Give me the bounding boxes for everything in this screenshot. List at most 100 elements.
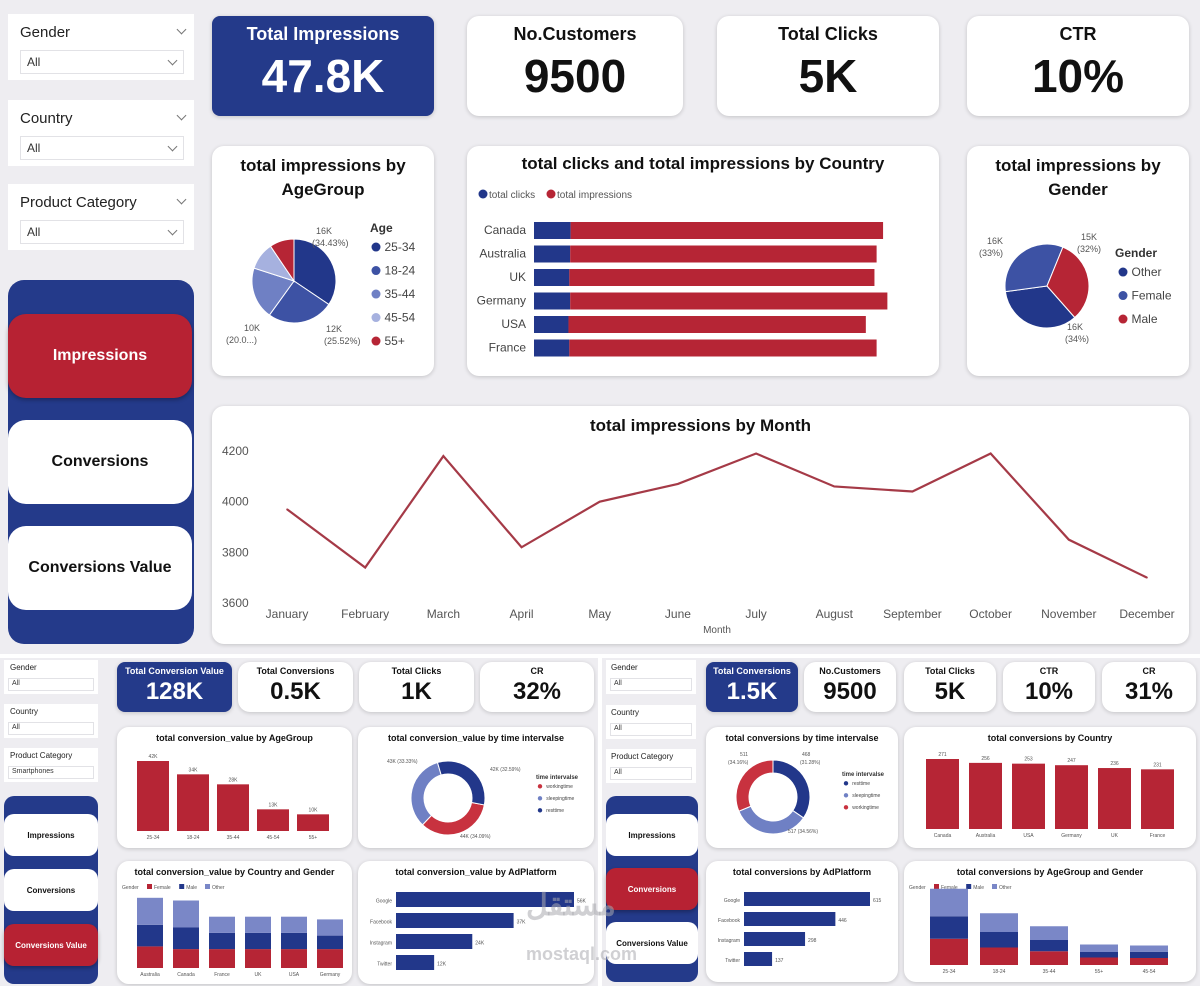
slicer-dropdown[interactable]: All [610,723,692,736]
product-category-slicer[interactable]: Product Category All [606,749,696,783]
slicer-dropdown[interactable]: All [20,50,184,74]
country-bar-card: total clicks and total impressions by Co… [467,146,939,376]
data-point [833,485,836,488]
page-nav: Impressions Conversions Conversions Valu… [8,280,194,644]
nav-impressions-button[interactable]: Impressions [4,814,98,856]
page-nav: Impressions Conversions Conversions Valu… [606,796,698,982]
chart-title: total conversions by AdPlatform [732,867,872,877]
slicer-dropdown[interactable]: All [8,722,94,735]
axis-tick-label: Australia [479,247,526,261]
legend-marker [371,313,381,323]
slicer-dropdown[interactable]: All [20,136,184,160]
axis-tick-label: UK [509,270,526,284]
gender-slicer[interactable]: Gender All [606,660,696,694]
country-slicer[interactable]: Country All [4,704,98,738]
data-label: 231 [1153,762,1162,768]
legend-item: total impressions [557,190,632,201]
data-point [989,452,992,455]
nav-impressions-button[interactable]: Impressions [606,814,698,856]
legend-item: Other [1132,265,1162,279]
kpi-no-customers: No.Customers 9500 [804,662,896,712]
legend-marker [537,784,543,789]
slicer-dropdown[interactable]: All [610,767,692,780]
country-slicer[interactable]: Country All [606,705,696,739]
pie-slice-Male [1046,246,1090,319]
axis-tick-label: 25-34 [943,969,956,975]
legend-title: Age [370,221,393,235]
bar-Male-25-34 [930,916,968,939]
data-point [911,490,914,493]
country-slicer[interactable]: Country All [8,100,194,166]
bar-45-54 [257,809,289,831]
pie-slice-resttime [772,759,811,819]
data-label: 16K [316,226,332,236]
kpi-total-impressions: Total Impressions 47.8K [212,16,434,116]
gender-pie-card: total impressions by Gender 16K (33%) 15… [967,146,1189,376]
kpi-value: 10% [1031,50,1125,102]
axis-tick-label: 45-54 [267,835,280,841]
bar-Male-55+ [1080,952,1118,958]
legend-item: Female [1132,289,1172,303]
bar-total-impressions [569,269,875,286]
legend-item: resttime [546,808,564,814]
slicer-dropdown[interactable]: All [610,678,692,691]
nav-conversions-value-button[interactable]: Conversions Value [8,526,192,610]
gender-slicer[interactable]: Gender All [4,660,98,694]
data-label: 271 [938,752,947,758]
kpi-no-customers: No.Customers 9500 [467,16,683,116]
nav-conversions-button[interactable]: Conversions [8,420,192,504]
country-gender-chart: Gender Female Male Other Australia Canada Fr… [122,884,343,978]
chevron-down-icon [176,194,187,205]
pie-slice-35-44 [251,267,295,316]
adplatform-chart: Google 615 Facebook 446 Instagram 298 Twitter 1… [718,892,882,966]
chart-title: total conversion_value by time intervals… [387,733,565,743]
bar-55+ [297,814,329,831]
bar-total-impressions [569,339,877,357]
axis-tick-label: Instagram [370,941,392,947]
chart-title: total conversions by AgeGroup and Gender [956,867,1144,877]
legend-marker [843,793,849,798]
data-label: 56K [577,899,587,905]
bar-25-34 [137,761,169,831]
kpi-ctr: CTR 10% [967,16,1189,116]
data-point [755,452,757,455]
bar-Other-Canada [173,900,199,928]
bar-Other-UK [245,916,271,933]
chart-title: total conversion_value by AgeGroup [156,733,313,743]
age-bar-chart: 42K 25-34 34K 18-24 28K 35-44 13K 45-54 10K 55+ [137,754,329,841]
legend-title: time intervalse [536,775,579,781]
slicer-dropdown[interactable]: All [8,678,94,691]
axis-tick-label: Canada [177,972,195,978]
legend-item: 25-34 [385,240,416,254]
axis-tick-label: 18-24 [187,835,200,841]
nav-conversions-button[interactable]: Conversions [606,868,698,910]
data-label: (32%) [1077,244,1101,254]
bar-Female-Australia [137,946,163,968]
gender-slicer[interactable]: Gender All [8,14,194,80]
axis-tick-label: France [1150,833,1166,839]
nav-impressions-button[interactable]: Impressions [8,314,192,398]
product-category-slicer[interactable]: Product Category All [8,184,194,250]
age-pie-card: total impressions by AgeGroup 16K (34.43… [212,146,434,376]
page-nav: Impressions Conversions Conversions Valu… [4,796,98,984]
slicer-dropdown[interactable]: Smartphones [8,766,94,779]
bar-Male-Australia [137,924,163,947]
kpi-total-conversions: Total Conversions 1.5K [706,662,798,712]
slicer-dropdown[interactable]: All [20,220,184,244]
axis-tick-label: UK [1111,833,1119,839]
bar-Other-45-54 [1130,945,1168,952]
kpi-title: No.Customers [513,24,637,44]
nav-conversions-value-button[interactable]: Conversions Value [4,924,98,966]
bar-Other-Germany [317,919,343,936]
legend-item: Male [973,885,984,891]
country-bar-chart: 271 Canada 256 Australia 253 USA 247 Germany 236… [926,752,1174,839]
nav-conversions-button[interactable]: Conversions [4,869,98,911]
chevron-down-icon [167,225,178,236]
legend-marker [1118,291,1128,301]
data-label: (34%) [1065,334,1089,344]
axis-tick-label: 35-44 [1043,969,1056,975]
product-category-slicer[interactable]: Product Category Smartphones [4,748,98,782]
bar-Facebook [744,912,836,926]
legend-marker [371,289,381,299]
nav-conversions-value-button[interactable]: Conversions Value [606,922,698,964]
